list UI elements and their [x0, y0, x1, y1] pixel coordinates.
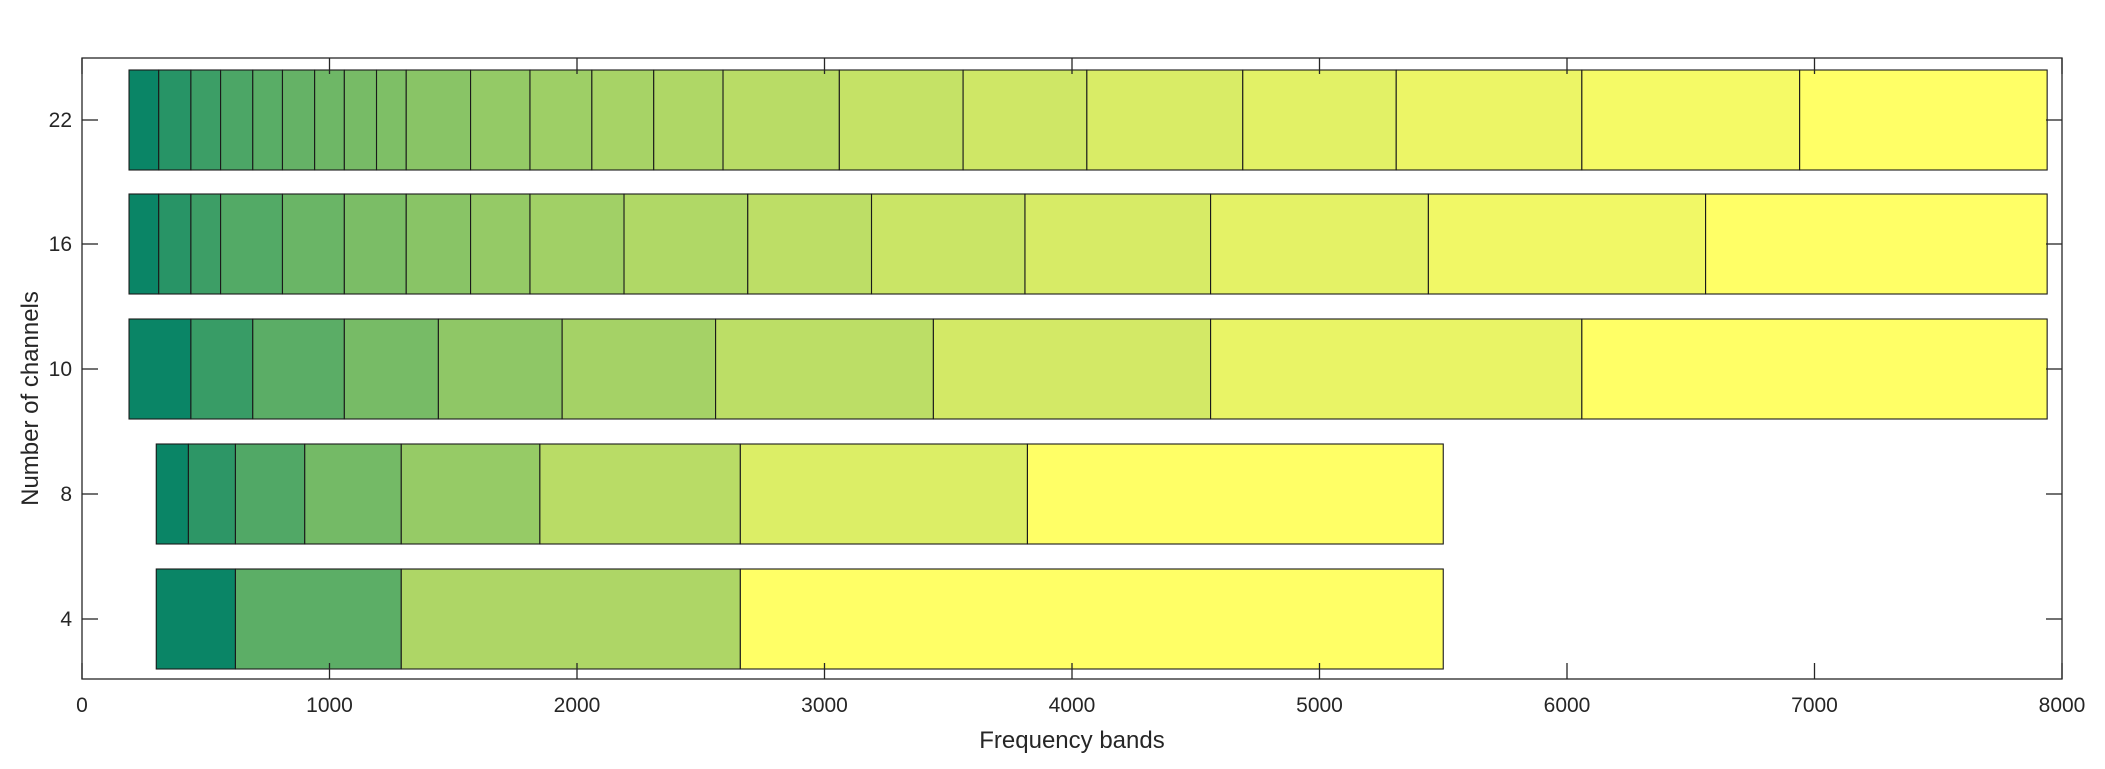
band-segment-8ch-6 [539, 443, 741, 545]
band-segment-22ch-19 [1242, 69, 1397, 171]
x-tick-label-6000: 6000 [1544, 694, 1591, 717]
y-tick-label-10: 10 [49, 358, 72, 381]
band-segment-4ch-3 [400, 568, 741, 670]
band-segment-8ch-3 [234, 443, 306, 545]
band-segment-16ch-12 [870, 193, 1026, 295]
band-segment-22ch-8 [343, 69, 378, 171]
band-segment-16ch-7 [405, 193, 472, 295]
band-segment-4ch-4 [739, 568, 1444, 670]
x-tick-label-2000: 2000 [554, 694, 601, 717]
band-segment-10ch-4 [343, 318, 439, 420]
band-segment-22ch-7 [314, 69, 345, 171]
y-tick-label-22: 22 [49, 109, 72, 132]
x-tick-label-1000: 1000 [306, 694, 353, 717]
band-segment-16ch-5 [281, 193, 345, 295]
band-segment-10ch-3 [252, 318, 345, 420]
band-segment-16ch-16 [1705, 193, 2048, 295]
band-segment-16ch-1 [128, 193, 160, 295]
band-segment-22ch-22 [1799, 69, 2048, 171]
band-segment-8ch-5 [400, 443, 541, 545]
band-segment-22ch-4 [220, 69, 254, 171]
band-segment-16ch-3 [190, 193, 222, 295]
x-tick-label-5000: 5000 [1296, 694, 1343, 717]
band-segment-10ch-9 [1210, 318, 1583, 420]
band-segment-22ch-21 [1581, 69, 1801, 171]
x-tick-label-0: 0 [76, 694, 88, 717]
band-segment-10ch-7 [715, 318, 934, 420]
band-segment-8ch-4 [304, 443, 402, 545]
band-segment-10ch-6 [561, 318, 717, 420]
band-segment-22ch-17 [962, 69, 1088, 171]
band-segment-22ch-10 [405, 69, 472, 171]
x-tick-label-8000: 8000 [2039, 694, 2086, 717]
band-segment-16ch-6 [343, 193, 407, 295]
band-segment-16ch-14 [1210, 193, 1429, 295]
y-tick-label-16: 16 [49, 233, 72, 256]
band-segment-4ch-1 [155, 568, 236, 670]
y-tick-label-4: 4 [60, 608, 72, 631]
ticks-layer: 0 1000 2000 3000 4000 5000 6000 7000 8000 4 8 10 16 2… [49, 58, 2086, 717]
band-segment-22ch-1 [128, 69, 160, 171]
band-segment-22ch-3 [190, 69, 222, 171]
band-segment-22ch-11 [470, 69, 531, 171]
band-segment-8ch-8 [1026, 443, 1444, 545]
band-segment-22ch-18 [1086, 69, 1244, 171]
band-segment-8ch-2 [187, 443, 237, 545]
band-segment-16ch-11 [747, 193, 873, 295]
band-segment-16ch-8 [470, 193, 531, 295]
band-segment-22ch-6 [281, 69, 316, 171]
band-segment-16ch-2 [158, 193, 192, 295]
band-segment-4ch-2 [234, 568, 402, 670]
band-segment-22ch-14 [653, 69, 724, 171]
band-segment-8ch-7 [739, 443, 1028, 545]
band-segment-10ch-8 [932, 318, 1212, 420]
band-segment-22ch-20 [1395, 69, 1583, 171]
band-segment-22ch-13 [591, 69, 655, 171]
x-tick-label-7000: 7000 [1791, 694, 1838, 717]
bars-layer [128, 69, 2048, 670]
x-tick-label-3000: 3000 [801, 694, 848, 717]
band-segment-16ch-10 [623, 193, 749, 295]
band-segment-10ch-2 [190, 318, 254, 420]
band-segment-22ch-5 [252, 69, 284, 171]
band-segment-8ch-1 [155, 443, 189, 545]
band-segment-10ch-10 [1581, 318, 2048, 420]
y-axis-label: Number of channels [17, 291, 44, 506]
x-axis-label: Frequency bands [979, 727, 1164, 754]
band-segment-10ch-5 [437, 318, 563, 420]
y-tick-label-8: 8 [60, 483, 72, 506]
band-segment-16ch-4 [220, 193, 284, 295]
x-tick-label-4000: 4000 [1049, 694, 1096, 717]
band-segment-22ch-16 [838, 69, 964, 171]
band-segment-22ch-2 [158, 69, 192, 171]
band-segment-16ch-13 [1024, 193, 1212, 295]
band-segment-10ch-1 [128, 318, 192, 420]
band-segment-16ch-15 [1427, 193, 1707, 295]
band-segment-22ch-15 [722, 69, 840, 171]
band-segment-22ch-9 [375, 69, 407, 171]
band-segment-16ch-9 [529, 193, 625, 295]
band-segment-22ch-12 [529, 69, 593, 171]
